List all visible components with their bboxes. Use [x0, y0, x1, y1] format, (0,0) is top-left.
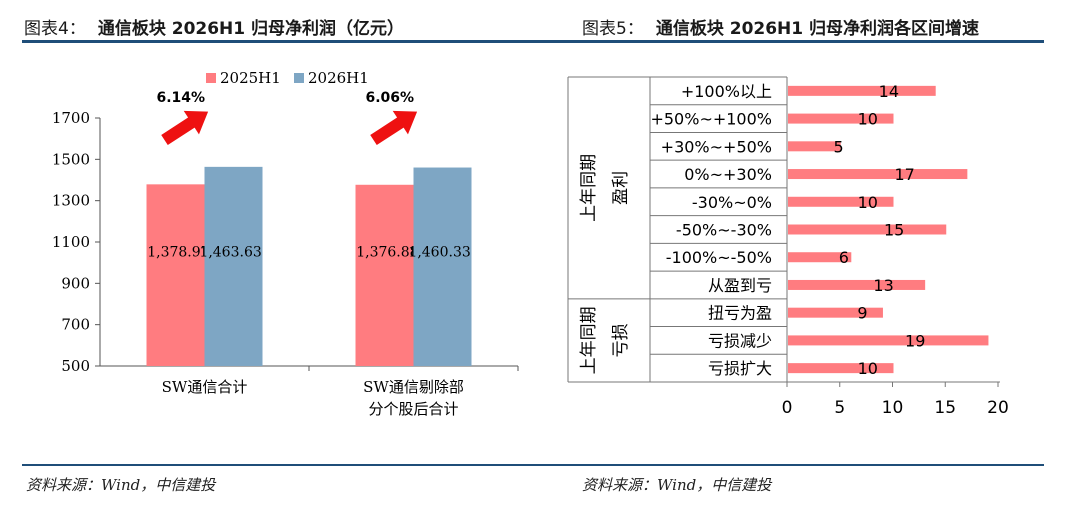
fig5-bar: [788, 169, 968, 180]
figure5-prefix: 图表5：: [582, 19, 644, 39]
fig4-legend-entry: 2025H1: [220, 69, 281, 87]
fig4-bar-2025h1: [146, 184, 205, 366]
fig4-data-label: 1,376.88: [356, 244, 418, 260]
fig4-growth-arrow: [370, 110, 418, 146]
fig5-group-inner-label: 盈利: [611, 171, 631, 205]
fig4-bar-2026h1: [413, 167, 472, 366]
fig4-arrow-shape: [370, 110, 418, 146]
fig4-category-label: SW通信合计: [162, 378, 248, 396]
fig4-y-tick-label: 500: [61, 357, 90, 375]
fig5-bar: [788, 335, 989, 346]
figure4-title-text: 通信板块 2026H1 归母净利润（亿元）: [97, 19, 405, 39]
figure4-source: 资料来源：Wind，中信建投: [26, 476, 216, 494]
fig4-y-tick-label: 1300: [52, 192, 90, 210]
fig4-legend-swatch: [206, 73, 216, 83]
fig5-data-label: 5: [833, 137, 843, 156]
fig4-y-tick-label: 1500: [52, 150, 90, 168]
fig5-x-tick-label: 5: [834, 398, 845, 418]
fig5-data-label: 10: [858, 359, 878, 378]
figure4-title: 图表4： 通信板块 2026H1 归母净利润（亿元）: [24, 14, 404, 39]
figure5-source: 资料来源：Wind，中信建投: [582, 476, 772, 494]
fig5-data-label: 19: [905, 331, 925, 350]
fig4-y-tick-label: 700: [61, 316, 90, 334]
fig5-category-label: +30%~+50%: [661, 137, 772, 156]
fig4-legend-entry: 2026H1: [308, 69, 369, 87]
fig4-growth-arrow: [161, 110, 209, 146]
fig5-bar: [788, 307, 883, 318]
fig5-group-outer-label: 上年同期: [579, 306, 599, 374]
fig5-category-label: 亏损扩大: [708, 359, 772, 378]
fig5-bar: [788, 85, 936, 96]
fig5-data-label: 13: [873, 276, 893, 295]
figure5-title: 图表5： 通信板块 2026H1 归母净利润各区间增速: [582, 14, 979, 39]
footer-rule: [22, 464, 1044, 466]
fig5-category-label: -50%~-30%: [676, 221, 772, 240]
fig5-data-label: 9: [857, 304, 867, 323]
fig4-y-tick-label: 900: [61, 274, 90, 292]
fig5-category-label: 亏损减少: [708, 331, 772, 350]
fig4-bar-2026h1: [204, 166, 263, 366]
figure5-title-text: 通信板块 2026H1 归母净利润各区间增速: [655, 19, 980, 39]
fig4-growth-label: 6.06%: [366, 90, 415, 106]
fig4-legend-swatch: [294, 73, 304, 83]
fig5-bar: [788, 141, 841, 152]
fig4-category-label: 分个股后合计: [368, 400, 458, 418]
fig5-bar: [788, 279, 926, 290]
fig4-data-label: 1,463.63: [199, 244, 261, 260]
figure4-prefix: 图表4：: [24, 19, 86, 39]
fig5-category-label: +50%~+100%: [650, 110, 772, 129]
fig4-y-tick-label: 1100: [52, 233, 90, 251]
fig5-bar: [788, 224, 947, 235]
fig5-x-tick-label: 0: [782, 398, 793, 418]
fig5-category-label: +100%以上: [681, 82, 772, 101]
fig5-group-inner-label: 亏损: [611, 323, 631, 357]
fig5-x-tick-label: 20: [987, 398, 1009, 418]
fig5-category-label: 0%~+30%: [684, 165, 772, 184]
fig5-category-label: -30%~0%: [692, 193, 772, 212]
fig4-growth-label: 6.14%: [157, 90, 206, 106]
fig5-data-label: 10: [858, 110, 878, 129]
fig5-x-tick-label: 10: [882, 398, 904, 418]
fig4-arrow-shape: [161, 110, 209, 146]
fig5-data-label: 14: [879, 82, 899, 101]
fig5-data-label: 15: [884, 221, 904, 240]
fig5-data-label: 6: [839, 248, 849, 267]
fig5-category-label: -100%~-50%: [666, 248, 772, 267]
fig4-data-label: 1,378.97: [147, 244, 209, 260]
fig4-bar-2025h1: [355, 184, 414, 366]
fig5-category-label: 从盈到亏: [708, 276, 772, 295]
fig5-bar: [788, 363, 894, 374]
fig4-data-label: 1,460.33: [408, 244, 470, 260]
fig5-bar: [788, 113, 894, 124]
fig5-bar: [788, 196, 894, 207]
fig5-bar: [788, 252, 852, 263]
fig5-group-outer-label: 上年同期: [579, 154, 599, 222]
fig5-x-tick-label: 15: [934, 398, 956, 418]
fig5-category-label: 扭亏为盈: [708, 304, 772, 323]
header-rule: [22, 40, 1044, 43]
fig5-data-label: 10: [858, 193, 878, 212]
fig5-data-label: 17: [894, 165, 914, 184]
fig4-y-tick-label: 1700: [52, 109, 90, 127]
fig4-category-label: SW通信剔除部: [363, 378, 464, 396]
